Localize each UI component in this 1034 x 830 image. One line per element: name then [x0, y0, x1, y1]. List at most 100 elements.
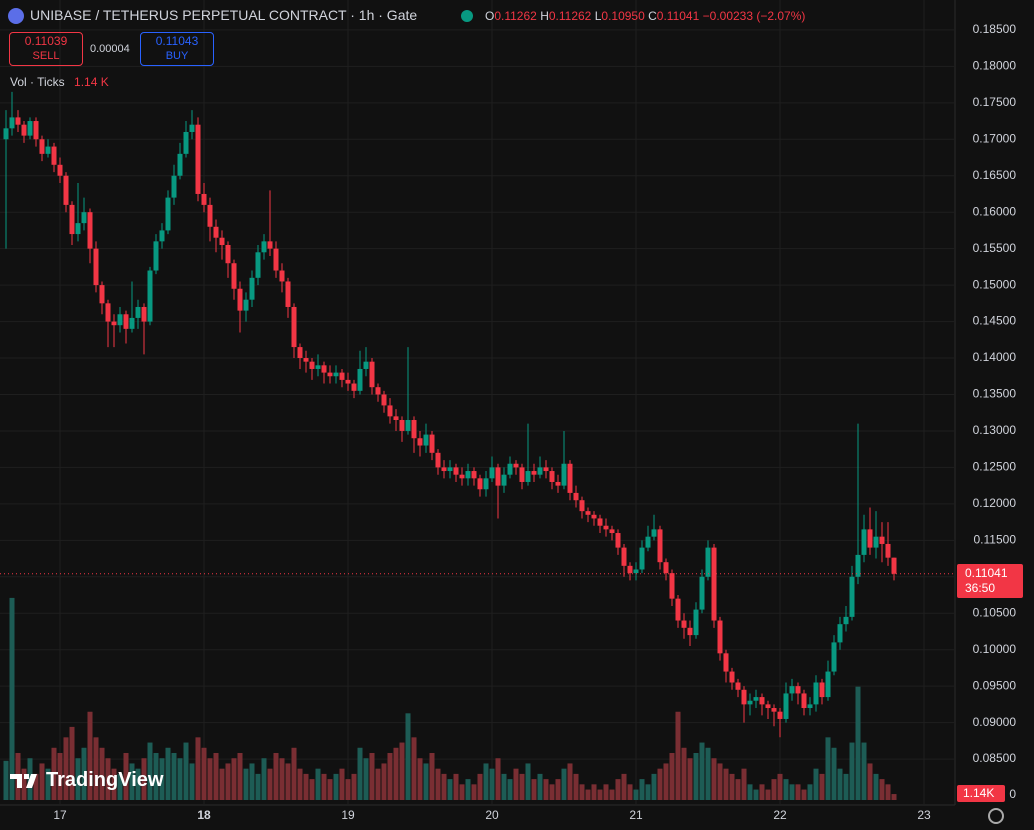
- volume-bar: [657, 768, 663, 800]
- sell-price: 0.11039: [24, 34, 68, 48]
- volume-bar: [615, 779, 621, 800]
- candle-body: [669, 573, 675, 599]
- candle-body: [849, 576, 855, 617]
- y-tick-label: 0.17000: [973, 131, 1017, 145]
- volume-bar: [531, 779, 537, 800]
- price-tag-countdown: 36:50: [965, 581, 996, 595]
- candle-body: [555, 481, 561, 486]
- volume-bar: [441, 773, 447, 800]
- candle-body: [309, 361, 315, 369]
- candle-body: [465, 471, 471, 479]
- candle-body: [603, 525, 609, 530]
- volume-bar: [459, 784, 465, 800]
- volume-bar: [399, 742, 405, 800]
- volume-bar: [501, 773, 507, 800]
- candle-body: [159, 230, 165, 242]
- volume-bar: [489, 768, 495, 800]
- candle-body: [105, 303, 111, 322]
- candle-body: [273, 248, 279, 271]
- watermark: TradingView: [10, 769, 163, 792]
- volume-bar: [249, 763, 255, 800]
- y-tick-label: 0.18500: [973, 22, 1017, 36]
- volume-bar: [273, 753, 279, 800]
- volume-bar: [213, 753, 219, 800]
- candle-body: [597, 518, 603, 526]
- settings-icon[interactable]: [988, 808, 1004, 824]
- candle-body: [213, 226, 219, 238]
- volume-bar: [513, 768, 519, 800]
- volume-bar: [837, 768, 843, 800]
- volume-bar: [777, 773, 783, 800]
- candle-body: [219, 237, 225, 245]
- y-tick-label: 0.14000: [973, 350, 1017, 364]
- candle-body: [333, 372, 339, 377]
- candle-body: [477, 478, 483, 490]
- volume-bar: [261, 758, 267, 800]
- candle-body: [231, 263, 237, 289]
- candle-body: [483, 478, 489, 490]
- volume-bar: [309, 779, 315, 800]
- candle-body: [753, 697, 759, 701]
- volume-bar: [393, 747, 399, 800]
- candle-body: [255, 252, 261, 278]
- y-tick-label: 0.15500: [973, 241, 1017, 255]
- candle-body: [513, 463, 519, 468]
- volume-bar: [681, 747, 687, 800]
- volume-bar: [201, 747, 207, 800]
- volume-bar: [735, 779, 741, 800]
- candle-body: [489, 467, 495, 479]
- volume-bar: [813, 768, 819, 800]
- volume-bar: [3, 760, 9, 800]
- candle-body: [819, 682, 825, 698]
- candle-body: [609, 529, 615, 534]
- volume-bar: [279, 758, 285, 800]
- candle-body: [165, 197, 171, 231]
- volume-bar: [477, 773, 483, 800]
- candle-body: [399, 420, 405, 431]
- candle-body: [321, 365, 327, 373]
- volume-bar: [705, 747, 711, 800]
- candle-body: [585, 511, 591, 515]
- y-tick-label: 0.13000: [973, 423, 1017, 437]
- spread: 0.00004: [90, 43, 130, 55]
- candle-body: [279, 270, 285, 282]
- volume-bar: [771, 779, 777, 800]
- candle-body: [45, 146, 51, 154]
- candle-body: [3, 128, 9, 140]
- candle-body: [261, 241, 267, 253]
- sell-button[interactable]: 0.11039 SELL: [9, 32, 83, 66]
- candle-body: [843, 616, 849, 625]
- volume-bar: [645, 784, 651, 800]
- volume-bar: [729, 773, 735, 800]
- candle-body: [291, 306, 297, 348]
- volume-bar: [117, 773, 123, 800]
- y-tick-label: 0.18000: [973, 59, 1017, 73]
- ohlc-label: L: [594, 9, 602, 23]
- buy-button[interactable]: 0.11043 BUY: [140, 32, 214, 66]
- candle-body: [765, 704, 771, 709]
- candle-body: [267, 241, 273, 249]
- volume-bar: [69, 726, 75, 800]
- volume-bar: [699, 742, 705, 800]
- candle-body: [813, 682, 819, 705]
- volume-bar: [525, 763, 531, 800]
- candle-body: [591, 514, 597, 519]
- candle-body: [447, 467, 453, 472]
- x-tick-label: 22: [773, 808, 787, 822]
- volume-bar: [753, 789, 759, 800]
- volume-bar: [225, 763, 231, 800]
- y-tick-label: 0.12000: [973, 496, 1017, 510]
- candle-body: [57, 164, 63, 176]
- candle-body: [561, 463, 567, 486]
- volume-bar: [861, 742, 867, 800]
- volume-bar: [159, 758, 165, 800]
- volume-bar: [291, 747, 297, 800]
- ohlc-value: 0.11262: [494, 9, 537, 23]
- candle-body: [357, 368, 363, 391]
- volume-bar: [663, 763, 669, 800]
- volume-bar: [891, 794, 897, 800]
- candle-body: [147, 270, 153, 322]
- y-tick-label: 0.09500: [973, 678, 1017, 692]
- volume-bar: [801, 789, 807, 800]
